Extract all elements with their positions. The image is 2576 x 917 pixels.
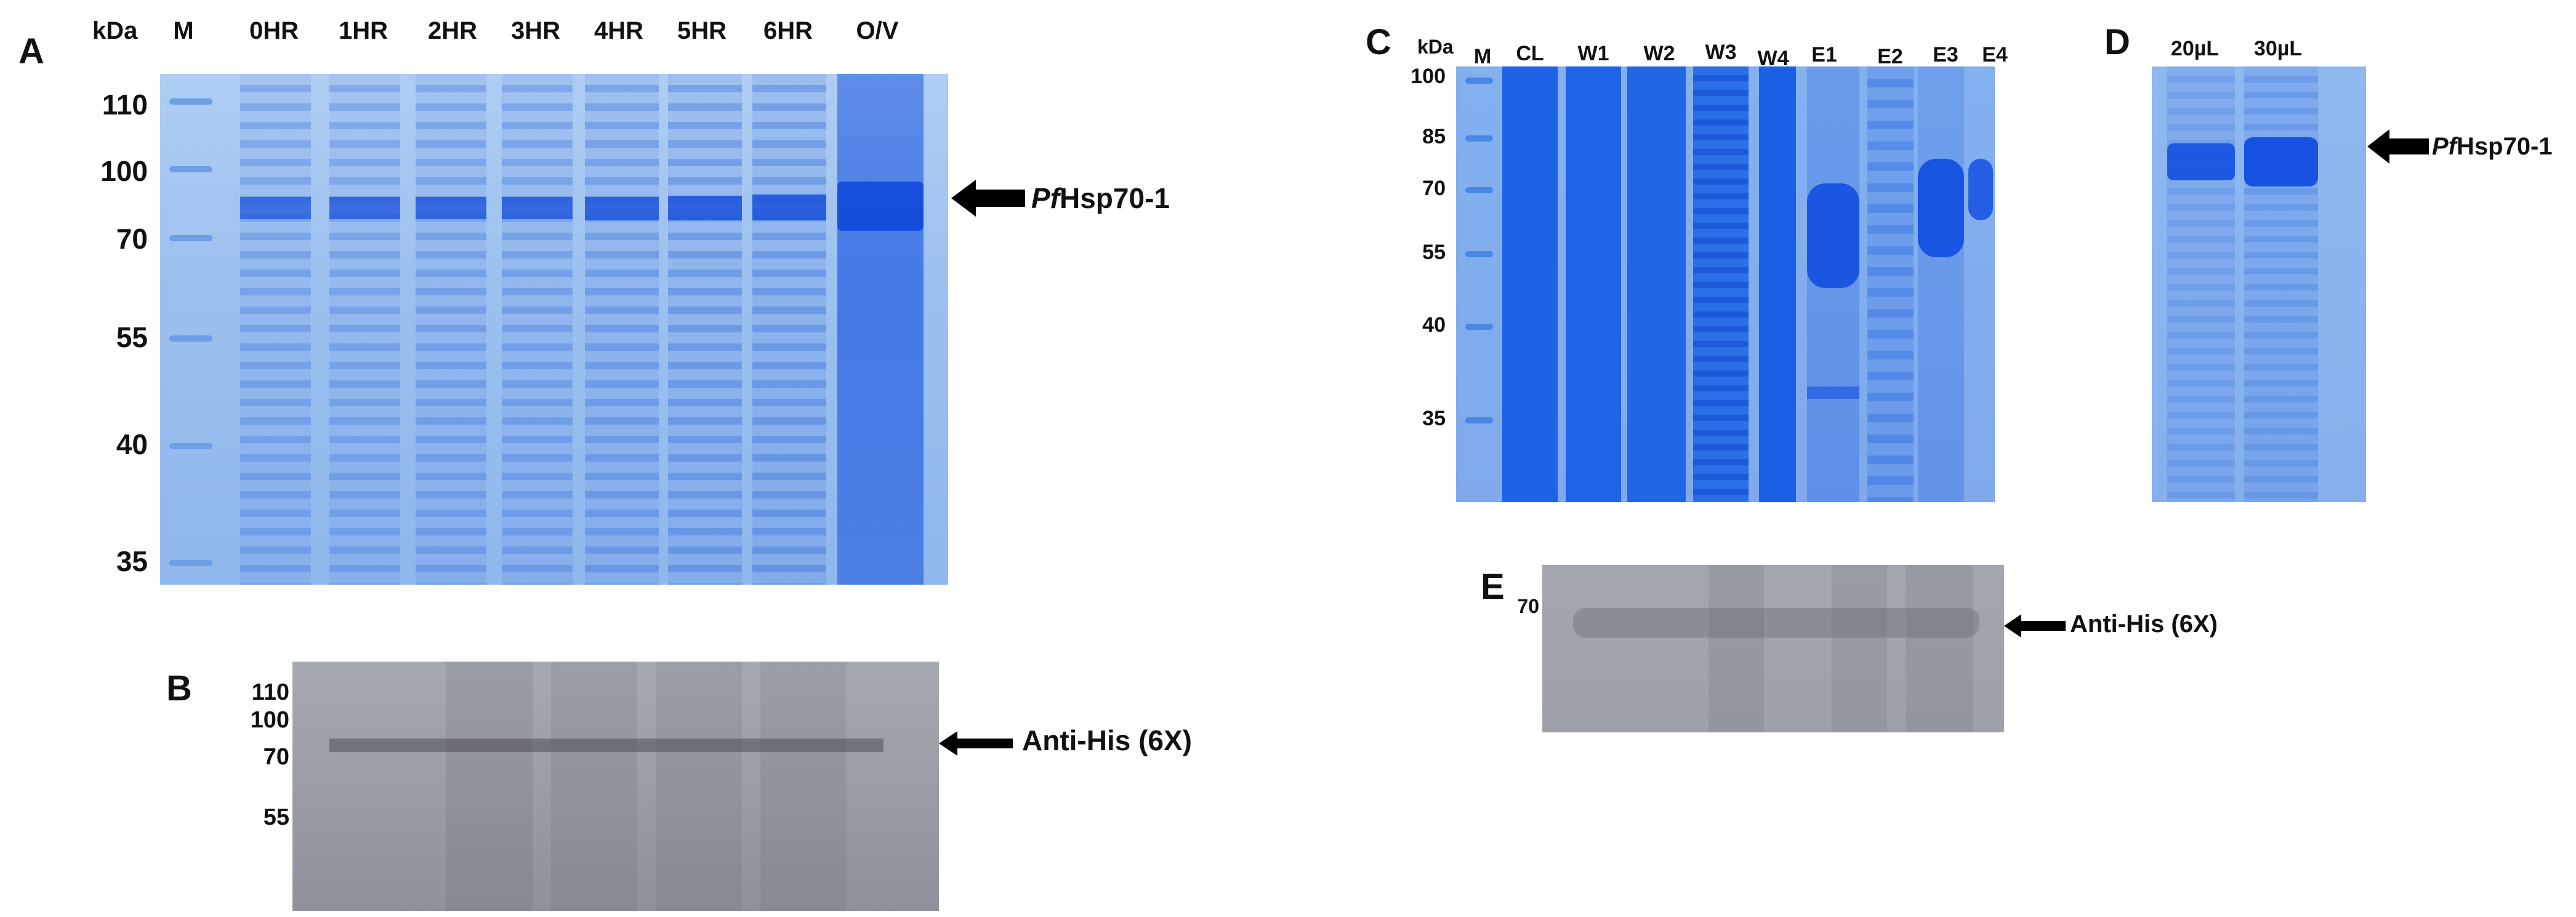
- panel-a-lane-6hr-gel: [752, 74, 826, 585]
- panel-d-lane-20ul: 20µL: [2170, 37, 2220, 60]
- panel-a-letter: A: [18, 31, 44, 71]
- panel-a-lane-4hr-gel: [585, 74, 659, 585]
- panel-b-marker-110: 110: [251, 679, 289, 705]
- panel-c-letter: C: [1366, 22, 1391, 62]
- panel-a-lane-1hr: 1HR: [338, 17, 388, 44]
- panel-c-lane-e2-gel: [1867, 66, 1914, 502]
- panel-a-marker-100: 100: [100, 155, 148, 187]
- panel-c-lane-e4: E4: [1982, 43, 2008, 66]
- panel-d-protein-suffix: Hsp70-1: [2457, 133, 2553, 160]
- panel-a-lane-3hr-gel: [502, 74, 573, 585]
- panel-c-gel: [1456, 66, 1995, 502]
- panel-a-lane-4hr: 4HR: [594, 17, 644, 44]
- panel-e-letter: E: [1481, 567, 1505, 607]
- panel-a-lane-2hr: 2HR: [427, 17, 478, 44]
- panel-c-marker-70: 70: [1422, 177, 1446, 200]
- panel-a-lane-3hr: 3HR: [510, 17, 561, 44]
- panel-c-lane-m: M: [1473, 45, 1492, 68]
- panel-c-lane-cl-gel: [1502, 66, 1558, 502]
- panel-b-blot: [292, 662, 939, 911]
- panel-d-gel: [2152, 66, 2366, 502]
- arrow-left-icon: [951, 180, 1025, 217]
- panel-a-gel: [160, 74, 948, 585]
- panel-a-marker-55: 55: [116, 321, 148, 353]
- panel-b-marker-100: 100: [250, 707, 289, 733]
- panel-c-lane-w1: W1: [1577, 42, 1609, 65]
- panel-a-lane-6hr: 6HR: [763, 17, 813, 44]
- panel-c-lane-e1: E1: [1811, 43, 1837, 66]
- panel-e-blot: [1542, 565, 2004, 732]
- panel-d-letter: D: [2104, 22, 2130, 62]
- panel-c-lane-w2: W2: [1643, 42, 1675, 65]
- panel-c-marker-lane: [1465, 66, 1493, 502]
- panel-a-lane-0hr-gel: [240, 74, 311, 585]
- panel-e-marker-70: 70: [1517, 595, 1539, 617]
- panel-c-lane-w2-gel: [1627, 66, 1686, 502]
- panel-a-lane-2hr-gel: [416, 74, 486, 585]
- panel-b-letter: B: [166, 668, 192, 708]
- panel-a-lane-5hr: 5HR: [677, 17, 727, 44]
- panel-b-antibody-label: Anti-His (6X): [1022, 724, 1192, 756]
- panel-a-protein-label: PfHsp70-1: [1031, 184, 1170, 212]
- panel-c-lane-w4: W4: [1757, 47, 1789, 70]
- panel-d-lane-30ul: 30µL: [2253, 37, 2303, 60]
- panel-d-lane-20ul-gel: [2167, 66, 2235, 502]
- panel-d-lane-30ul-gel: [2244, 66, 2318, 502]
- panel-a-marker-110: 110: [102, 89, 148, 121]
- arrow-left-icon: [2367, 129, 2429, 164]
- panel-c-lane-w3-gel: [1693, 66, 1749, 502]
- panel-c-marker-40: 40: [1422, 313, 1446, 337]
- panel-c-lane-cl: CL: [1516, 42, 1544, 65]
- panel-a-lane-5hr-gel: [668, 74, 742, 585]
- panel-c-lane-e4-gel: [1968, 66, 1993, 502]
- panel-a-marker-40: 40: [116, 428, 148, 460]
- panel-a-lane-0hr: 0HR: [249, 17, 299, 44]
- panel-c-marker-85: 85: [1422, 125, 1446, 148]
- panel-e-antibody-label: Anti-His (6X): [2070, 611, 2218, 638]
- panel-a-protein-suffix: Hsp70-1: [1060, 182, 1170, 214]
- panel-a-lane-ov: O/V: [856, 17, 899, 44]
- panel-a-unit: kDa: [92, 17, 138, 44]
- panel-a-marker-35: 35: [116, 545, 148, 577]
- panel-b-marker-70: 70: [263, 744, 289, 770]
- panel-a-lane-ov-gel: [837, 74, 924, 585]
- arrow-left-icon: [939, 731, 1013, 756]
- panel-a-marker-lane: [169, 74, 212, 585]
- panel-c-lane-e3: E3: [1933, 43, 1958, 66]
- panel-b-marker-55: 55: [263, 804, 289, 830]
- panel-c-lane-e1-gel: [1807, 66, 1859, 502]
- panel-c-marker-100: 100: [1411, 65, 1446, 88]
- panel-a-protein-prefix: Pf: [1031, 182, 1060, 214]
- panel-a-lane-m: M: [173, 17, 194, 44]
- panel-c-unit: kDa: [1417, 36, 1454, 58]
- panel-c-lane-e3-gel: [1918, 66, 1964, 502]
- panel-c-lane-e2: E2: [1877, 45, 1903, 68]
- panel-d-protein-label: PfHsp70-1: [2432, 134, 2553, 159]
- panel-c-marker-35: 35: [1422, 407, 1446, 430]
- panel-c-lane-w3: W3: [1705, 41, 1737, 64]
- panel-c-lane-w4-gel: [1759, 66, 1796, 502]
- panel-a-marker-70: 70: [116, 223, 148, 255]
- panel-a-lane-1hr-gel: [329, 74, 400, 585]
- panel-d-protein-prefix: Pf: [2432, 133, 2457, 160]
- arrow-left-icon: [2004, 614, 2066, 638]
- panel-c-marker-55: 55: [1422, 241, 1446, 264]
- panel-c-lane-w1-gel: [1566, 66, 1621, 502]
